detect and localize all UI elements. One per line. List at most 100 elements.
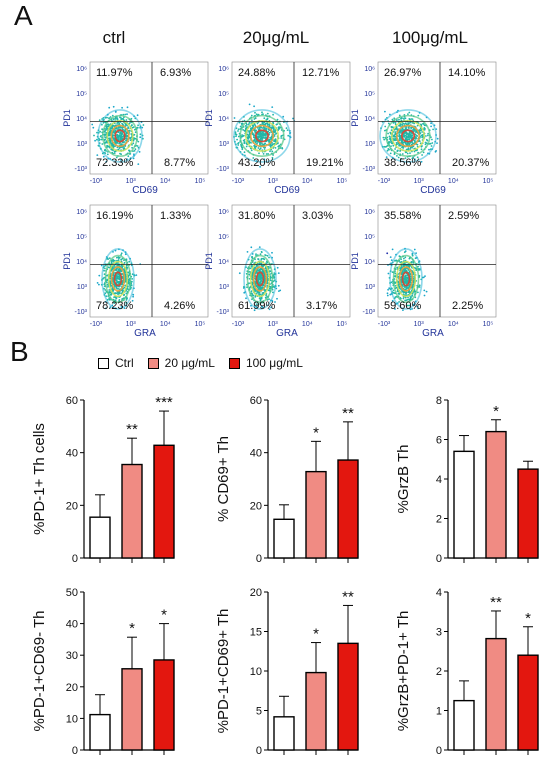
- event-dot: [404, 264, 406, 267]
- event-dot: [104, 134, 106, 137]
- event-dot: [292, 117, 294, 120]
- event-dot: [271, 106, 274, 108]
- y-tick-label: 20: [66, 682, 78, 694]
- event-dot: [391, 118, 394, 121]
- event-dot: [409, 148, 412, 150]
- event-dot: [134, 148, 137, 151]
- y-axis-title: %PD-1+ Th cells: [31, 423, 48, 535]
- event-dot: [253, 118, 256, 120]
- event-dot: [398, 137, 401, 140]
- x-tick-label: 10³: [414, 178, 425, 185]
- event-dot: [123, 286, 126, 289]
- y-axis-label: PD1: [350, 252, 360, 270]
- event-dot: [404, 117, 407, 120]
- event-dot: [393, 117, 396, 120]
- event-dot: [277, 142, 279, 144]
- event-dot: [252, 125, 255, 128]
- event-dot: [240, 145, 243, 148]
- event-dot: [411, 294, 414, 297]
- density-contour: [246, 254, 274, 304]
- event-dot: [391, 299, 394, 302]
- density-contour: [395, 124, 420, 148]
- event-dot: [388, 140, 390, 143]
- event-dot: [386, 252, 389, 255]
- event-dot: [254, 141, 257, 143]
- event-dot: [268, 123, 271, 126]
- y-axis-label: PD1: [204, 109, 214, 127]
- event-dot: [274, 147, 277, 149]
- event-dot: [93, 134, 95, 137]
- y-tick-label: -10³: [75, 309, 88, 316]
- event-dot: [96, 282, 99, 284]
- y-tick-label: 10: [66, 713, 78, 725]
- event-dot: [405, 286, 408, 289]
- event-dot: [250, 149, 253, 152]
- event-dot: [408, 291, 411, 294]
- event-dot: [266, 118, 269, 120]
- x-tick-label: 10⁵: [195, 321, 206, 328]
- event-dot: [403, 123, 406, 125]
- quadrant-percent: 2.59%: [448, 210, 479, 222]
- event-dot: [248, 133, 251, 136]
- legend: Ctrl 20 μg/mL 100 μg/mL: [98, 356, 303, 370]
- event-dot: [109, 141, 111, 144]
- event-dot: [111, 114, 114, 117]
- event-dot: [121, 133, 123, 136]
- event-dot: [241, 146, 244, 149]
- event-dot: [387, 132, 389, 135]
- y-tick-label: 10⁶: [76, 209, 87, 216]
- event-dot: [273, 140, 275, 143]
- event-dot: [116, 118, 119, 121]
- event-dot: [387, 272, 390, 275]
- event-dot: [112, 281, 115, 283]
- event-dot: [113, 259, 116, 262]
- density-contour: [255, 271, 265, 287]
- event-dot: [261, 134, 264, 137]
- event-dot: [414, 133, 417, 136]
- event-dot: [243, 139, 246, 141]
- bar-0: [453, 699, 475, 751]
- event-dot: [248, 131, 251, 134]
- event-dot: [122, 141, 124, 144]
- event-dot: [276, 118, 279, 121]
- event-dot: [94, 139, 96, 142]
- significance-mark: *: [129, 620, 135, 637]
- event-dot: [133, 133, 136, 136]
- event-dot: [271, 150, 274, 153]
- event-dot: [398, 293, 401, 295]
- event-dot: [126, 113, 128, 116]
- event-dot: [271, 288, 274, 291]
- event-dot: [395, 142, 398, 144]
- event-dot: [120, 159, 122, 161]
- event-dot: [430, 145, 433, 147]
- event-dot: [115, 156, 118, 159]
- y-tick-label: 0: [436, 745, 442, 757]
- event-dot: [127, 285, 129, 287]
- event-dot: [408, 133, 411, 135]
- event-dot: [267, 153, 269, 155]
- event-dot: [425, 135, 427, 137]
- event-dot: [258, 148, 261, 151]
- quadrant-percent: 78.23%: [96, 300, 134, 312]
- event-dot: [273, 272, 276, 274]
- event-dot: [116, 133, 119, 136]
- event-dot: [114, 116, 117, 119]
- event-dot: [260, 133, 263, 136]
- event-dot: [268, 287, 271, 290]
- event-dot: [408, 131, 411, 134]
- event-dot: [430, 125, 432, 128]
- event-dot: [420, 148, 423, 151]
- event-dot: [405, 304, 408, 307]
- y-tick-label: -10³: [217, 166, 230, 173]
- event-dot: [117, 288, 120, 290]
- y-tick-label: 10: [250, 666, 262, 678]
- density-contour: [101, 248, 135, 310]
- event-dot: [405, 143, 408, 146]
- event-dot: [259, 277, 262, 280]
- y-tick-label: 10⁴: [364, 259, 375, 266]
- event-dot: [392, 289, 395, 292]
- event-dot: [431, 142, 434, 144]
- event-dot: [409, 308, 412, 311]
- event-dot: [142, 124, 145, 126]
